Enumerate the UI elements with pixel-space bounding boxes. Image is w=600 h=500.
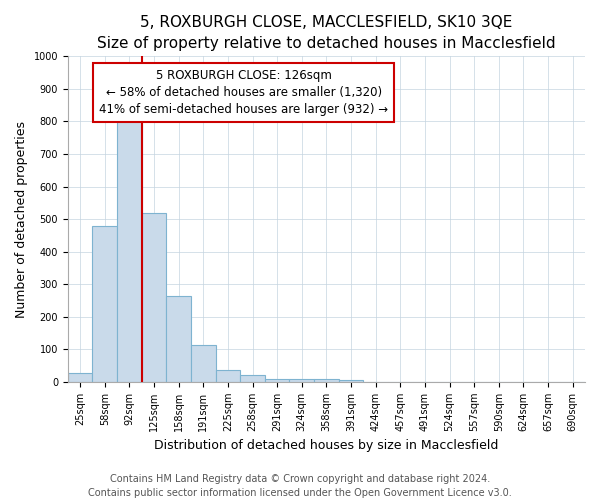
Bar [68,373,92,382]
Text: 5 ROXBURGH CLOSE: 126sqm
← 58% of detached houses are smaller (1,320)
41% of sem: 5 ROXBURGH CLOSE: 126sqm ← 58% of detach… [99,70,388,116]
Bar [166,296,191,382]
Bar [142,212,166,382]
X-axis label: Distribution of detached houses by size in Macclesfield: Distribution of detached houses by size … [154,440,499,452]
Bar [265,378,289,382]
Bar [240,375,265,382]
Bar [215,370,240,382]
Bar [289,380,314,382]
Bar [339,380,364,382]
Y-axis label: Number of detached properties: Number of detached properties [15,120,28,318]
Title: 5, ROXBURGH CLOSE, MACCLESFIELD, SK10 3QE
Size of property relative to detached : 5, ROXBURGH CLOSE, MACCLESFIELD, SK10 3Q… [97,15,556,51]
Bar [314,380,339,382]
Bar [191,345,215,382]
Text: Contains HM Land Registry data © Crown copyright and database right 2024.
Contai: Contains HM Land Registry data © Crown c… [88,474,512,498]
Bar [92,226,117,382]
Bar [117,115,142,382]
